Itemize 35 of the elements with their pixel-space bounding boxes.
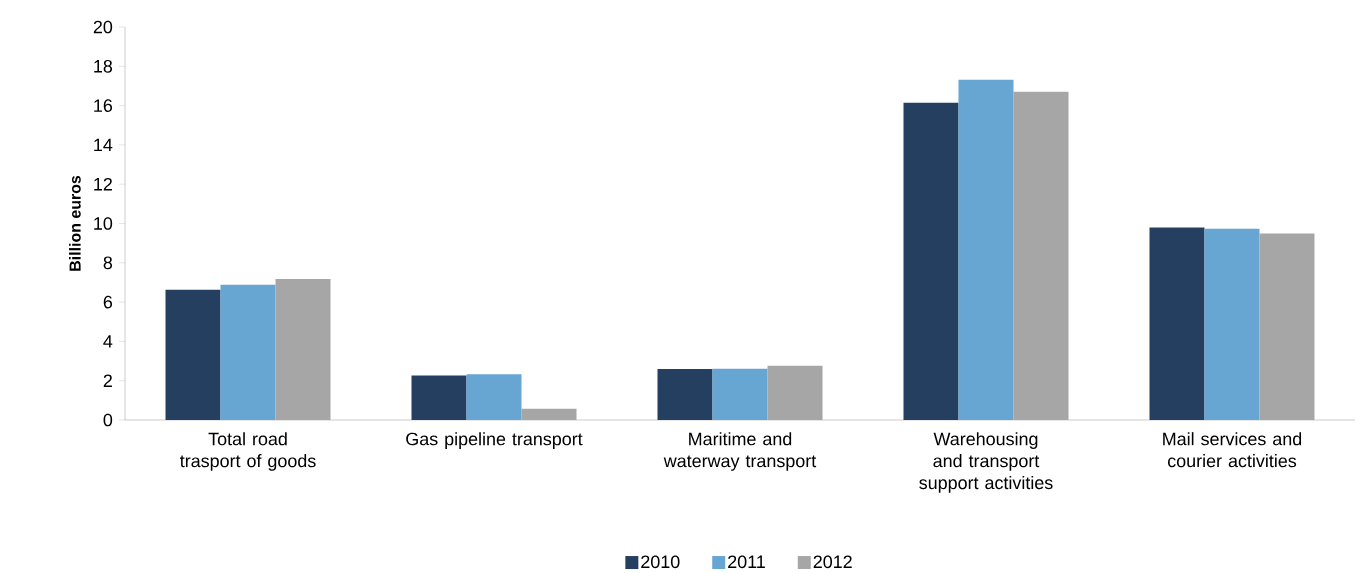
x-tick-label: Warehousing and transport support activities: [919, 432, 1053, 493]
y-tick-label: 10: [94, 217, 113, 230]
x-tick-label: Total road trasport of goods: [180, 432, 316, 471]
bar: [1259, 233, 1315, 420]
bar: [411, 375, 467, 420]
bar: [712, 368, 768, 420]
y-tick-label: 14: [94, 138, 113, 152]
bar: [220, 284, 276, 420]
legend-label: 2010: [641, 555, 680, 569]
y-tick-label: 0: [103, 413, 113, 427]
y-tick-label: 2: [103, 374, 112, 387]
y-tick-label: 20: [93, 20, 113, 34]
bar: [165, 289, 221, 420]
y-tick-label: 8: [103, 256, 113, 270]
x-tick-label: Maritime and waterway transport: [663, 432, 817, 471]
bar: [1013, 91, 1069, 420]
y-tick-label: 12: [94, 177, 112, 191]
bar: [521, 408, 577, 420]
x-tick-label: Mail services and courier activities: [1163, 432, 1302, 468]
y-tick-label: 16: [94, 99, 113, 112]
y-tick-label: 18: [94, 59, 113, 73]
bar: [767, 365, 823, 420]
legend-label: 2011: [728, 555, 765, 569]
bar: [466, 374, 522, 420]
y-axis-title: Billion euros: [69, 175, 81, 271]
bar: [1204, 228, 1260, 420]
bar: [275, 278, 331, 420]
x-tick-label: Gas pipeline transport: [406, 432, 583, 449]
legend-label: 2012: [813, 555, 852, 569]
y-tick-label: 4: [103, 335, 113, 348]
bar: [657, 368, 713, 420]
y-tick-label: 6: [103, 295, 113, 309]
bar: [958, 79, 1014, 420]
bar: [1149, 227, 1205, 420]
bar: [903, 102, 959, 420]
